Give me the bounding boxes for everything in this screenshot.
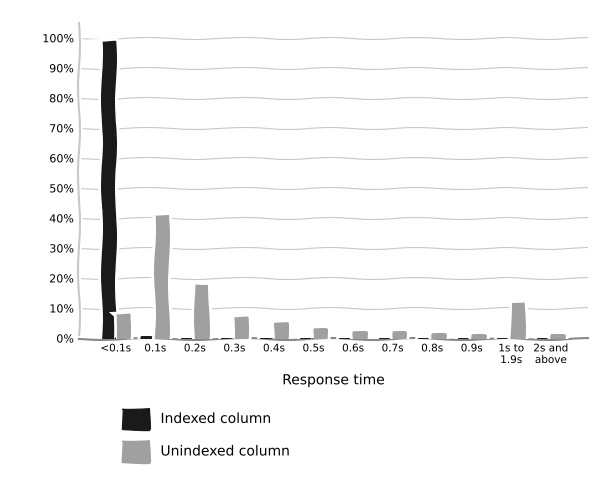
Bar xyxy=(551,336,565,339)
Bar xyxy=(116,315,130,339)
Bar xyxy=(155,216,169,339)
Legend: Indexed column, Unindexed column: Indexed column, Unindexed column xyxy=(116,402,295,468)
Bar xyxy=(274,324,288,339)
Bar xyxy=(511,303,525,339)
Bar xyxy=(195,285,208,339)
X-axis label: Response time: Response time xyxy=(282,374,384,388)
Bar xyxy=(353,333,367,339)
Bar xyxy=(393,333,407,339)
Bar xyxy=(141,337,155,339)
Bar xyxy=(313,330,327,339)
Bar xyxy=(471,336,485,339)
Bar xyxy=(102,42,116,339)
Bar xyxy=(235,318,248,339)
Bar xyxy=(432,334,446,339)
